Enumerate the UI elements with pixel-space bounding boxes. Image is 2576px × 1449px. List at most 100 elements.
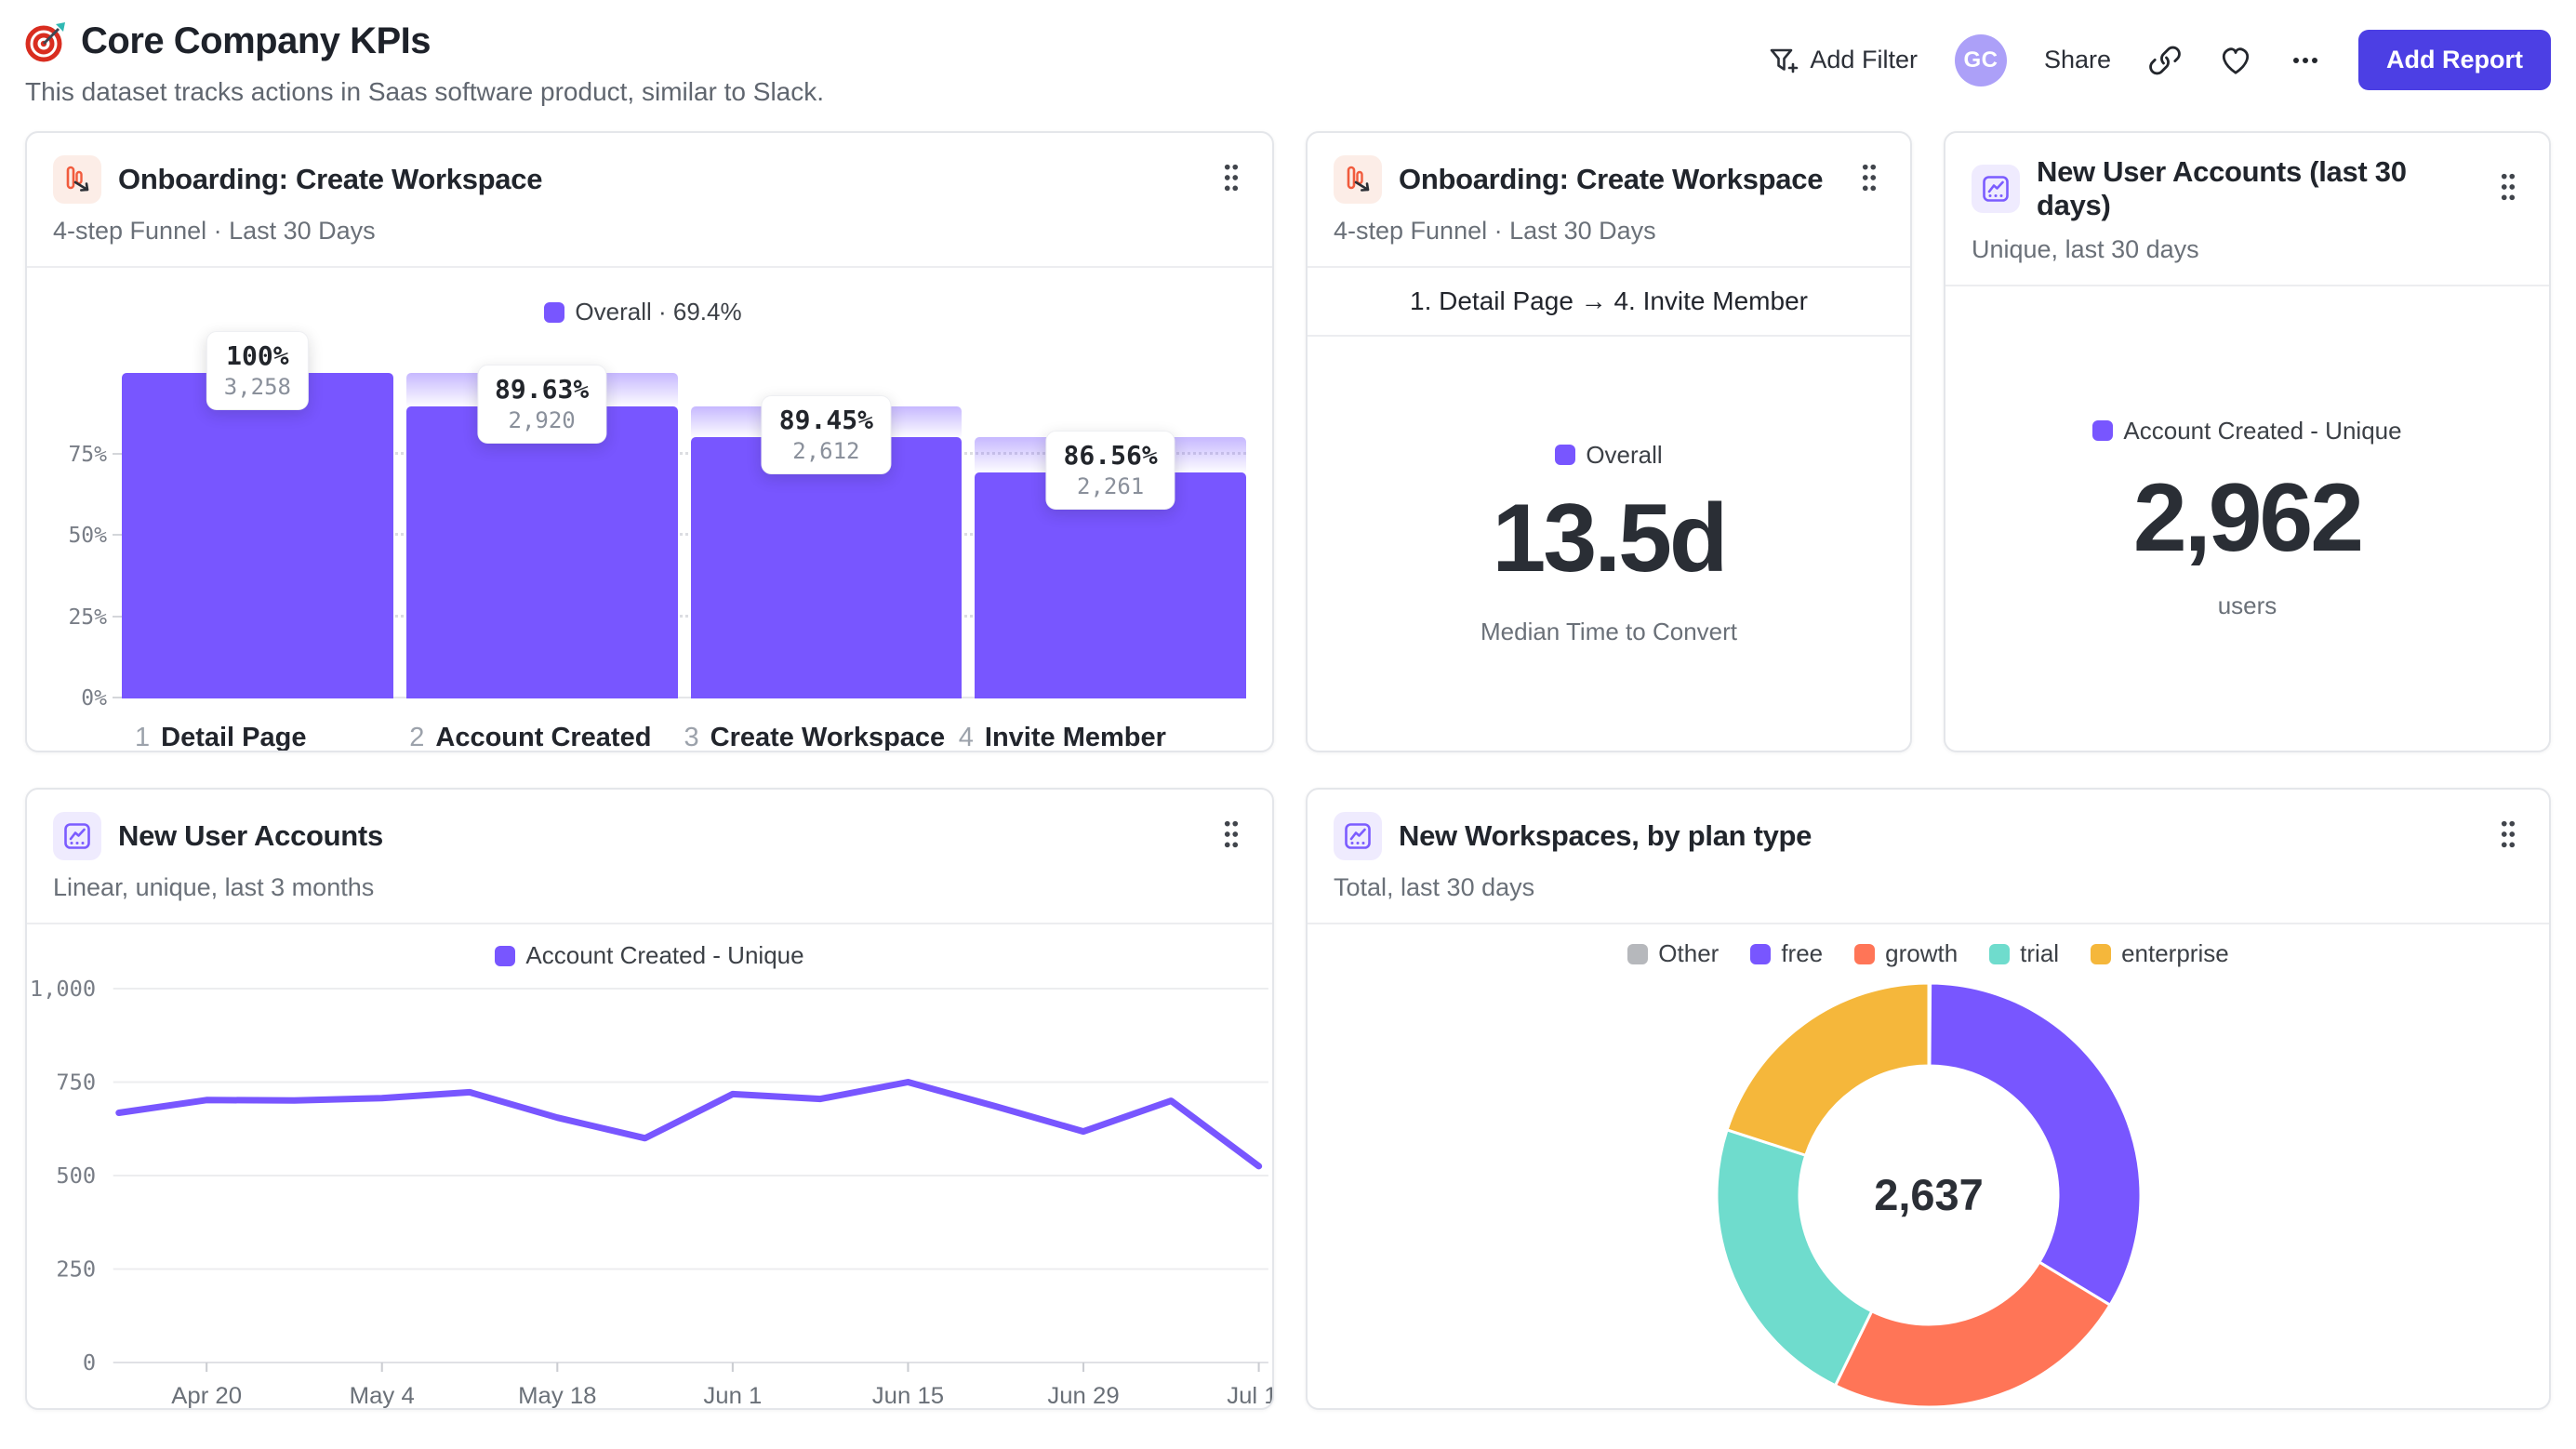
axis-baseline bbox=[122, 697, 1246, 698]
conversion-pct: 86.56% bbox=[1063, 440, 1158, 472]
funnel-bar-label: 89.63% 2,920 bbox=[477, 365, 607, 445]
legend-account-created[interactable]: Account Created - Unique bbox=[2092, 416, 2402, 445]
legend-label: enterprise bbox=[2121, 939, 2229, 967]
x-axis-label: May 4 bbox=[350, 1383, 415, 1409]
card-subtitle: 4-step Funnel · Last 30 Days bbox=[53, 217, 376, 245]
drag-handle-icon[interactable] bbox=[1854, 158, 1884, 202]
avatar[interactable]: GC bbox=[1954, 33, 2007, 86]
target-emoji-icon bbox=[25, 21, 66, 62]
legend-swatch bbox=[1627, 943, 1649, 964]
divider bbox=[1308, 335, 1910, 337]
legend-overall[interactable]: Overall bbox=[1555, 440, 1663, 470]
legend-item-trial[interactable]: trial bbox=[1989, 939, 2059, 968]
card-title[interactable]: New Workspaces, by plan type bbox=[1399, 819, 1812, 852]
card-subtitle: Linear, unique, last 3 months bbox=[53, 873, 375, 901]
unique-users-value: 2,962 bbox=[2132, 463, 2364, 572]
donut-segment-enterprise[interactable] bbox=[1725, 981, 1930, 1157]
insights-chart-icon bbox=[1972, 165, 2020, 213]
step-name: Detail Page bbox=[161, 723, 307, 752]
conversion-pct: 89.63% bbox=[495, 374, 590, 405]
legend-label: Overall bbox=[1586, 440, 1663, 469]
step-number: 3 bbox=[684, 723, 699, 752]
legend-swatch bbox=[2091, 943, 2112, 964]
funnel-step-labels: 1 Detail Page 2 Account Created 3 Create Work… bbox=[135, 698, 1220, 752]
conversion-count: 2,920 bbox=[508, 407, 576, 434]
copy-link-icon[interactable] bbox=[2148, 44, 2182, 77]
board-title-block: Core Company KPIs This dataset tracks ac… bbox=[25, 20, 824, 107]
x-axis-label: Apr 20 bbox=[171, 1383, 242, 1409]
x-axis-label: Jun 29 bbox=[1047, 1383, 1119, 1409]
drag-handle-icon[interactable] bbox=[2493, 167, 2523, 211]
funnel-bar-label: 89.45% 2,612 bbox=[761, 395, 891, 475]
funnel-bar[interactable] bbox=[405, 406, 678, 698]
avatar-initials: GC bbox=[1963, 47, 1998, 73]
legend-overall[interactable]: Overall · 69.4% bbox=[544, 298, 742, 326]
drag-handle-icon[interactable] bbox=[1216, 158, 1246, 202]
legend-swatch bbox=[1854, 943, 1876, 964]
funnel-plot: 100% 3,258 89.63% 2,920 89.45% 2,612 86.56% 2,2… bbox=[122, 331, 1246, 698]
share-button[interactable]: Share bbox=[2044, 46, 2111, 74]
conversion-pct: 89.45% bbox=[778, 405, 873, 436]
funnel-y-tick-mark bbox=[113, 697, 122, 698]
card-title[interactable]: Onboarding: Create Workspace bbox=[1399, 163, 1824, 195]
insights-chart-icon bbox=[1334, 812, 1382, 860]
board-header: Core Company KPIs This dataset tracks ac… bbox=[25, 20, 2551, 107]
x-axis-label: May 18 bbox=[518, 1383, 596, 1409]
legend-account-created[interactable]: Account Created - Unique bbox=[495, 941, 804, 970]
conversion-pct: 100% bbox=[226, 340, 289, 371]
step-name: Invite Member bbox=[984, 723, 1166, 752]
funnel-bar[interactable] bbox=[975, 472, 1246, 698]
funnel-bar-column: 89.45% 2,612 bbox=[690, 373, 963, 698]
favorite-heart-icon[interactable] bbox=[2219, 44, 2252, 77]
legend-label: Account Created - Unique bbox=[2123, 416, 2402, 445]
funnel-y-tick-mark bbox=[113, 452, 122, 455]
legend-label: Other bbox=[1658, 939, 1720, 967]
donut-segment-free[interactable] bbox=[1927, 981, 2142, 1307]
donut-center-total: 2,637 bbox=[1874, 1170, 1984, 1219]
drag-handle-icon[interactable] bbox=[1216, 815, 1246, 858]
divider bbox=[27, 923, 1272, 924]
y-axis-label: 500 bbox=[56, 1163, 96, 1189]
card-title[interactable]: New User Accounts bbox=[118, 819, 383, 852]
funnel-chart-icon bbox=[1334, 155, 1382, 204]
funnel-bar-column: 89.63% 2,920 bbox=[405, 365, 678, 698]
legend-item-enterprise[interactable]: enterprise bbox=[2091, 939, 2229, 968]
legend-label: Overall · 69.4% bbox=[575, 298, 742, 326]
funnel-y-tick-label: 0% bbox=[81, 686, 107, 711]
funnel-bar[interactable] bbox=[122, 373, 393, 698]
card-title[interactable]: New User Accounts (last 30 days) bbox=[2037, 155, 2407, 221]
add-report-button[interactable]: Add Report bbox=[2358, 30, 2551, 90]
legend-item-other[interactable]: Other bbox=[1627, 939, 1719, 968]
y-axis-label: 250 bbox=[56, 1256, 96, 1283]
x-axis-label: Jun 1 bbox=[703, 1383, 762, 1409]
add-filter-button[interactable]: Add Filter bbox=[1767, 45, 1918, 76]
funnel-chart-icon bbox=[53, 155, 101, 204]
divider bbox=[1308, 923, 2549, 924]
funnel-bar[interactable] bbox=[690, 437, 963, 698]
card-new-accounts-30d: New User Accounts (last 30 days) Unique,… bbox=[1944, 131, 2551, 752]
donut-segment-trial[interactable] bbox=[1715, 1128, 1873, 1388]
legend-swatch bbox=[2092, 420, 2114, 442]
card-subtitle: 4-step Funnel · Last 30 Days bbox=[1334, 217, 1656, 245]
funnel-bar-label: 100% 3,258 bbox=[206, 331, 309, 410]
drag-handle-icon[interactable] bbox=[2493, 815, 2523, 858]
legend-swatch bbox=[1750, 943, 1772, 964]
more-options-icon[interactable] bbox=[2290, 45, 2321, 76]
donut-legend: Other free growth trial enterprise bbox=[1308, 939, 2549, 968]
funnel-y-tick-mark bbox=[113, 534, 122, 536]
legend-item-growth[interactable]: growth bbox=[1854, 939, 1958, 968]
funnel-y-tick-label: 25% bbox=[68, 605, 107, 630]
funnel-y-tick-label: 50% bbox=[68, 524, 107, 548]
legend-item-free[interactable]: free bbox=[1750, 939, 1823, 968]
card-title[interactable]: Onboarding: Create Workspace bbox=[118, 163, 543, 195]
legend-label: Account Created - Unique bbox=[525, 941, 804, 969]
metric-caption: users bbox=[2217, 592, 2277, 620]
gridline bbox=[122, 451, 1246, 455]
y-axis-label: 750 bbox=[56, 1070, 96, 1096]
funnel-step-label: 3 Create Workspace bbox=[684, 723, 946, 752]
funnel-bar-column: 100% 3,258 bbox=[122, 331, 393, 698]
step-name: Account Created bbox=[435, 723, 652, 752]
donut-segment-growth[interactable] bbox=[1833, 1260, 2111, 1408]
page-subtitle: This dataset tracks actions in Saas soft… bbox=[25, 77, 825, 106]
card-subtitle: Total, last 30 days bbox=[1334, 873, 1535, 901]
